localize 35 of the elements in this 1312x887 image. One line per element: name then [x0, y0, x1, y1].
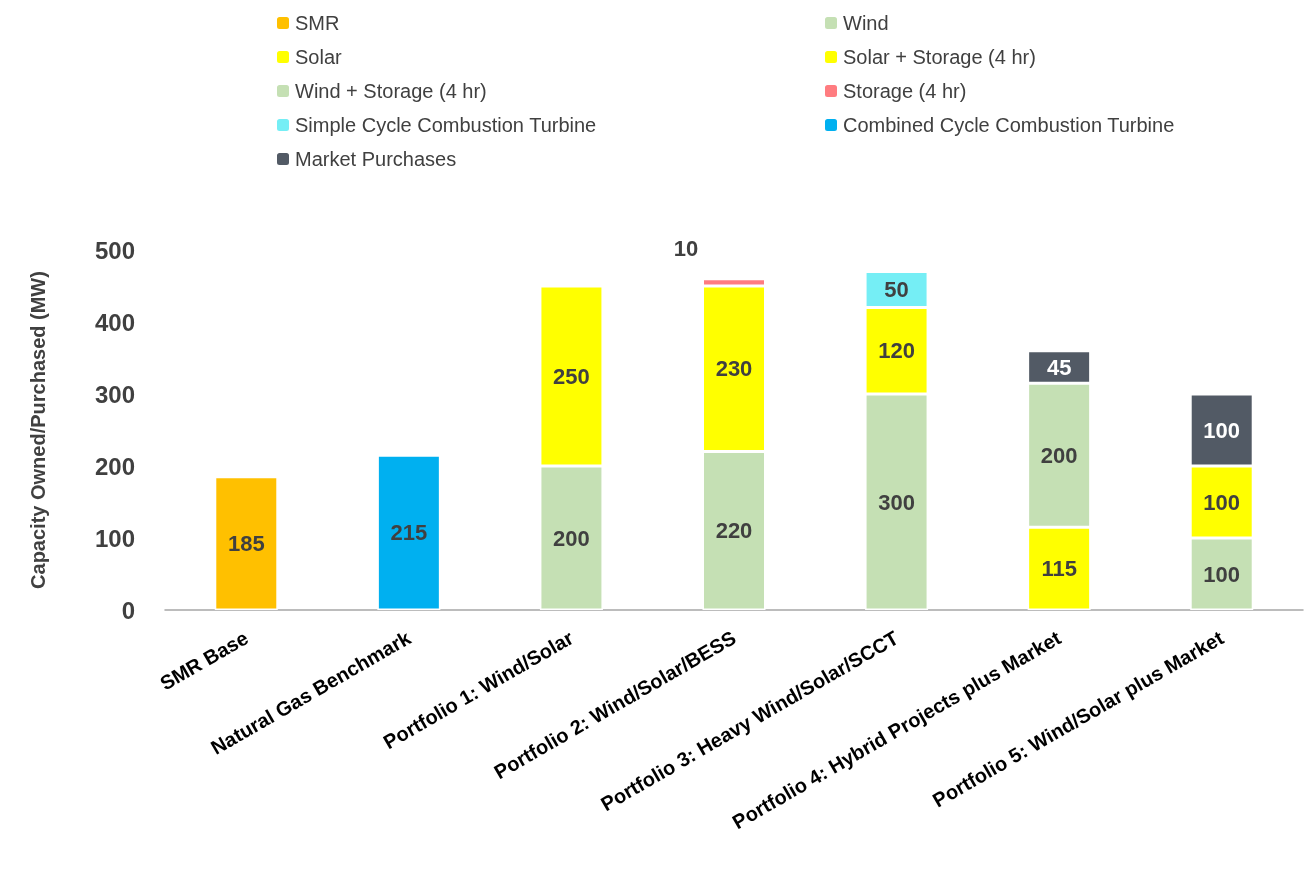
- legend-label: Market Purchases: [295, 148, 457, 170]
- data-label: 45: [1046, 354, 1072, 380]
- legend-label: SMR: [295, 12, 340, 34]
- data-label: 200: [553, 525, 590, 551]
- data-label: 100: [1203, 489, 1241, 515]
- data-label: 120: [878, 338, 915, 364]
- data-label: 200: [1040, 442, 1078, 468]
- data-label: 220: [715, 518, 753, 544]
- legend-label: Simple Cycle Combustion Turbine: [295, 114, 597, 136]
- y-tick-label: 300: [94, 380, 135, 408]
- data-label: 100: [1203, 417, 1241, 443]
- legend-label: Wind + Storage (4 hr): [295, 80, 487, 102]
- legend-label: Storage (4 hr): [843, 80, 967, 102]
- data-label: 115: [1041, 556, 1077, 582]
- data-label: 100: [1203, 561, 1241, 587]
- y-tick-label: 0: [121, 596, 135, 624]
- y-tick-label: 400: [94, 308, 135, 336]
- data-label: 230: [715, 356, 753, 382]
- data-label: 300: [878, 489, 915, 515]
- bar: [377, 455, 441, 610]
- data-label: 50: [884, 277, 909, 303]
- data-label: 10: [673, 236, 699, 262]
- data-label: 250: [553, 363, 590, 389]
- legend-label: Wind: [843, 12, 889, 34]
- data-label: 215: [390, 520, 428, 546]
- y-tick-label: 200: [94, 452, 135, 480]
- y-tick-label: 100: [94, 524, 135, 552]
- legend-label: Solar: [295, 46, 343, 68]
- x-tick-label: SMR Base: [156, 626, 252, 695]
- legend-label: Combined Cycle Combustion Turbine: [843, 114, 1175, 136]
- y-tick-label: 500: [94, 236, 135, 264]
- y-axis-title: Capacity Owned/Purchased (MW): [27, 271, 49, 589]
- bar: [214, 476, 278, 610]
- legend-label: Solar + Storage (4 hr): [843, 46, 1036, 68]
- data-label: 185: [227, 530, 265, 556]
